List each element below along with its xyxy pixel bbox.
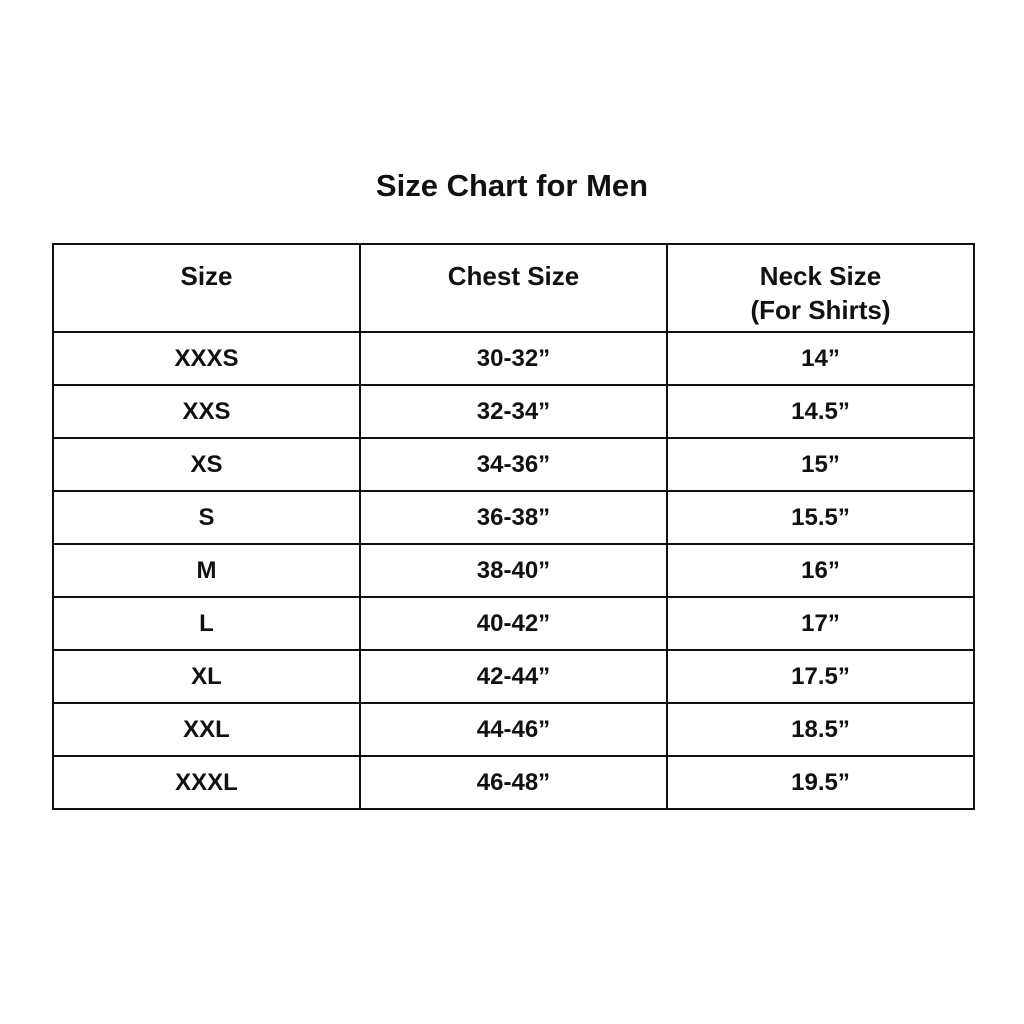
neck-size-cell: 18.5” [666,702,975,757]
table-body: XXXS 30-32” 14” XXS 32-34” 14.5” XS 34-36” 15” S 3… [52,331,975,810]
table-row: XXS 32-34” 14.5” [52,384,975,439]
neck-size-cell: 16” [666,543,975,598]
header-row: Size Chest Size Neck Size (For Shirts) [52,243,975,333]
table-row: XXXL 46-48” 19.5” [52,755,975,810]
neck-size-cell: 19.5” [666,755,975,810]
chest-size-cell: 30-32” [359,331,668,386]
table-row: L 40-42” 17” [52,596,975,651]
table-row: M 38-40” 16” [52,543,975,598]
size-cell: XXS [52,384,361,439]
table-row: XXXS 30-32” 14” [52,331,975,386]
size-cell: S [52,490,361,545]
table-row: XS 34-36” 15” [52,437,975,492]
header-neck-size-note: (For Shirts) [750,295,891,325]
table-row: S 36-38” 15.5” [52,490,975,545]
size-chart-table: Size Chest Size Neck Size (For Shirts) X… [52,243,975,810]
size-cell: XS [52,437,361,492]
neck-size-cell: 17.5” [666,649,975,704]
header-size: Size [52,243,361,333]
chest-size-cell: 36-38” [359,490,668,545]
chest-size-cell: 40-42” [359,596,668,651]
size-cell: XL [52,649,361,704]
size-cell: XXXL [52,755,361,810]
table-row: XXL 44-46” 18.5” [52,702,975,757]
chest-size-cell: 38-40” [359,543,668,598]
neck-size-cell: 14.5” [666,384,975,439]
chest-size-cell: 34-36” [359,437,668,492]
chest-size-cell: 32-34” [359,384,668,439]
neck-size-cell: 17” [666,596,975,651]
header-neck-size: Neck Size (For Shirts) [666,243,975,333]
neck-size-cell: 15” [666,437,975,492]
neck-size-cell: 15.5” [666,490,975,545]
size-cell: XXXS [52,331,361,386]
header-neck-size-label: Neck Size [759,261,882,291]
size-cell: L [52,596,361,651]
size-cell: XXL [52,702,361,757]
header-chest-size: Chest Size [359,243,668,333]
table-row: XL 42-44” 17.5” [52,649,975,704]
chest-size-cell: 42-44” [359,649,668,704]
chest-size-cell: 46-48” [359,755,668,810]
neck-size-cell: 14” [666,331,975,386]
size-cell: M [52,543,361,598]
chest-size-cell: 44-46” [359,702,668,757]
page-title: Size Chart for Men [375,168,649,203]
